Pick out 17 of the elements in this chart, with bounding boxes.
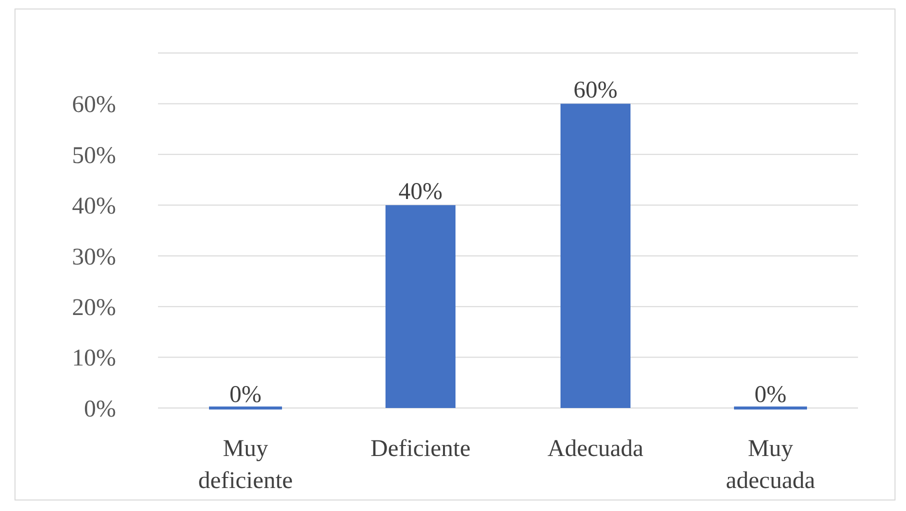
data-label: 0% — [754, 382, 786, 408]
bar — [560, 104, 630, 408]
y-tick-label: 30% — [72, 244, 116, 270]
y-tick-label: 10% — [72, 346, 116, 372]
bar — [386, 205, 456, 408]
y-tick-label: 0% — [84, 396, 116, 422]
data-label: 40% — [398, 179, 442, 206]
x-tick-label: Muy deficiente — [198, 436, 293, 494]
y-tick-label: 40% — [72, 194, 116, 220]
y-tick-label: 20% — [72, 294, 116, 321]
y-tick-label: 50% — [72, 142, 116, 169]
x-tick-label: Adecuada — [548, 436, 644, 462]
data-label: 0% — [230, 382, 262, 408]
x-tick-label: Deficiente — [370, 436, 470, 462]
data-label: 60% — [574, 78, 618, 104]
y-tick-label: 60% — [72, 92, 116, 118]
x-tick-label: Muy adecuada — [726, 436, 816, 494]
